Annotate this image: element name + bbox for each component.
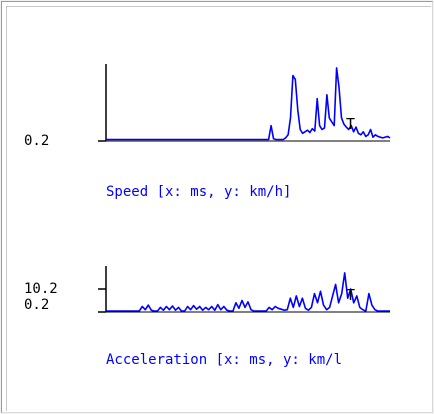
y-tick-label: 10.2 bbox=[24, 281, 58, 297]
chart-caption: Speed [x: ms, y: km/h] bbox=[106, 184, 291, 200]
marker-label: T bbox=[346, 115, 355, 133]
chart-acceleration: 10.20.2 T Acceleration [x: ms, y: km/l bbox=[24, 266, 390, 368]
panel-inset-border bbox=[6, 6, 431, 411]
y-tick-label: 0.2 bbox=[24, 297, 49, 313]
marker-label: T bbox=[346, 286, 355, 304]
series-line bbox=[106, 272, 390, 312]
series-line bbox=[106, 67, 391, 141]
chart-speed: 0.2 T Speed [x: ms, y: km/h] bbox=[24, 64, 391, 200]
chart-caption: Acceleration [x: ms, y: km/l bbox=[106, 352, 342, 368]
y-tick-label: 0.2 bbox=[24, 133, 49, 149]
